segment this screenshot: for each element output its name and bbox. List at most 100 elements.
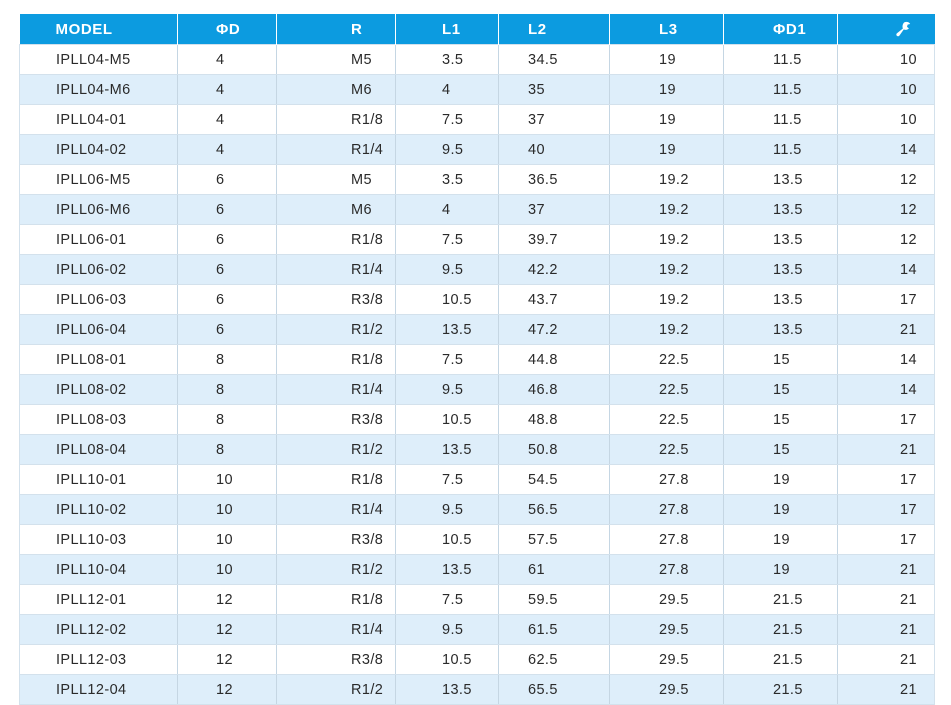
cell-thread: R3/8 <box>276 524 396 555</box>
cell-l3: 29.5 <box>609 584 724 615</box>
cell-l1: 9.5 <box>395 374 499 405</box>
cell-outer-diameter: 8 <box>177 404 277 435</box>
cell-thread: R1/2 <box>276 434 396 465</box>
cell-model: IPLL10-04 <box>19 554 178 585</box>
cell-outer-diameter: 10 <box>177 524 277 555</box>
cell-wrench-size: 17 <box>837 524 935 555</box>
cell-l1: 10.5 <box>395 284 499 315</box>
cell-l2: 57.5 <box>498 524 610 555</box>
cell-thread: R1/4 <box>276 254 396 285</box>
table-row: IPLL04-01 4 R1/8 7.5 37 19 11.5 10 <box>19 104 935 135</box>
cell-thread: R1/2 <box>276 314 396 345</box>
cell-wrench-size: 17 <box>837 284 935 315</box>
cell-d1: 13.5 <box>723 194 838 225</box>
cell-l1: 13.5 <box>395 554 499 585</box>
table-row: IPLL06-01 6 R1/8 7.5 39.7 19.2 13.5 12 <box>19 224 935 255</box>
cell-l3: 27.8 <box>609 554 724 585</box>
cell-l1: 3.5 <box>395 164 499 195</box>
cell-l2: 39.7 <box>498 224 610 255</box>
cell-l1: 7.5 <box>395 584 499 615</box>
cell-wrench-size: 17 <box>837 494 935 525</box>
cell-l3: 19.2 <box>609 254 724 285</box>
cell-outer-diameter: 10 <box>177 494 277 525</box>
cell-l1: 9.5 <box>395 494 499 525</box>
cell-outer-diameter: 4 <box>177 104 277 135</box>
cell-d1: 13.5 <box>723 284 838 315</box>
header-wrench <box>837 14 935 45</box>
cell-model: IPLL10-03 <box>19 524 178 555</box>
cell-model: IPLL12-03 <box>19 644 178 675</box>
cell-wrench-size: 17 <box>837 464 935 495</box>
cell-outer-diameter: 4 <box>177 74 277 105</box>
header-thread: R <box>276 14 396 45</box>
cell-model: IPLL04-01 <box>19 104 178 135</box>
cell-l3: 22.5 <box>609 404 724 435</box>
cell-l1: 7.5 <box>395 344 499 375</box>
cell-l1: 9.5 <box>395 254 499 285</box>
table-row: IPLL06-M5 6 M5 3.5 36.5 19.2 13.5 12 <box>19 164 935 195</box>
cell-model: IPLL06-M6 <box>19 194 178 225</box>
cell-thread: R1/8 <box>276 464 396 495</box>
table-body: IPLL04-M5 4 M5 3.5 34.5 19 11.5 10 IPLL04-M6 4 M6 4… <box>19 44 935 705</box>
cell-l1: 13.5 <box>395 674 499 705</box>
wrench-icon <box>894 20 912 38</box>
cell-model: IPLL04-M6 <box>19 74 178 105</box>
cell-outer-diameter: 6 <box>177 164 277 195</box>
cell-l1: 10.5 <box>395 524 499 555</box>
cell-l3: 29.5 <box>609 674 724 705</box>
cell-l2: 61 <box>498 554 610 585</box>
cell-wrench-size: 10 <box>837 104 935 135</box>
cell-outer-diameter: 6 <box>177 224 277 255</box>
cell-thread: R1/2 <box>276 554 396 585</box>
cell-outer-diameter: 6 <box>177 194 277 225</box>
cell-thread: R1/8 <box>276 584 396 615</box>
cell-d1: 13.5 <box>723 254 838 285</box>
cell-l2: 46.8 <box>498 374 610 405</box>
cell-thread: R1/4 <box>276 374 396 405</box>
cell-wrench-size: 14 <box>837 254 935 285</box>
cell-l2: 40 <box>498 134 610 165</box>
cell-thread: M6 <box>276 194 396 225</box>
cell-outer-diameter: 6 <box>177 254 277 285</box>
cell-l2: 61.5 <box>498 614 610 645</box>
cell-thread: R1/8 <box>276 224 396 255</box>
cell-thread: M6 <box>276 74 396 105</box>
cell-wrench-size: 17 <box>837 404 935 435</box>
cell-l2: 44.8 <box>498 344 610 375</box>
cell-wrench-size: 21 <box>837 434 935 465</box>
cell-outer-diameter: 4 <box>177 134 277 165</box>
cell-outer-diameter: 8 <box>177 374 277 405</box>
header-l3: L3 <box>609 14 724 45</box>
table-row: IPLL10-03 10 R3/8 10.5 57.5 27.8 19 17 <box>19 524 935 555</box>
cell-l2: 56.5 <box>498 494 610 525</box>
cell-l3: 19 <box>609 44 724 75</box>
table-row: IPLL04-M6 4 M6 4 35 19 11.5 10 <box>19 74 935 105</box>
table-row: IPLL08-03 8 R3/8 10.5 48.8 22.5 15 17 <box>19 404 935 435</box>
table-row: IPLL08-04 8 R1/2 13.5 50.8 22.5 15 21 <box>19 434 935 465</box>
cell-thread: R1/4 <box>276 614 396 645</box>
header-l2: L2 <box>498 14 610 45</box>
cell-l1: 10.5 <box>395 404 499 435</box>
cell-l2: 50.8 <box>498 434 610 465</box>
cell-d1: 11.5 <box>723 134 838 165</box>
table-row: IPLL06-02 6 R1/4 9.5 42.2 19.2 13.5 14 <box>19 254 935 285</box>
cell-l1: 7.5 <box>395 224 499 255</box>
table-row: IPLL06-03 6 R3/8 10.5 43.7 19.2 13.5 17 <box>19 284 935 315</box>
cell-thread: R1/4 <box>276 494 396 525</box>
cell-l3: 19.2 <box>609 314 724 345</box>
cell-model: IPLL06-01 <box>19 224 178 255</box>
cell-wrench-size: 14 <box>837 374 935 405</box>
cell-model: IPLL08-01 <box>19 344 178 375</box>
cell-d1: 21.5 <box>723 644 838 675</box>
cell-model: IPLL06-02 <box>19 254 178 285</box>
header-model: MODEL <box>19 14 178 45</box>
cell-l2: 65.5 <box>498 674 610 705</box>
header-outer-diameter: ΦD <box>177 14 277 45</box>
cell-l1: 7.5 <box>395 464 499 495</box>
cell-l2: 47.2 <box>498 314 610 345</box>
cell-l1: 9.5 <box>395 134 499 165</box>
cell-thread: R1/2 <box>276 674 396 705</box>
cell-l3: 22.5 <box>609 434 724 465</box>
cell-l1: 9.5 <box>395 614 499 645</box>
cell-l1: 10.5 <box>395 644 499 675</box>
